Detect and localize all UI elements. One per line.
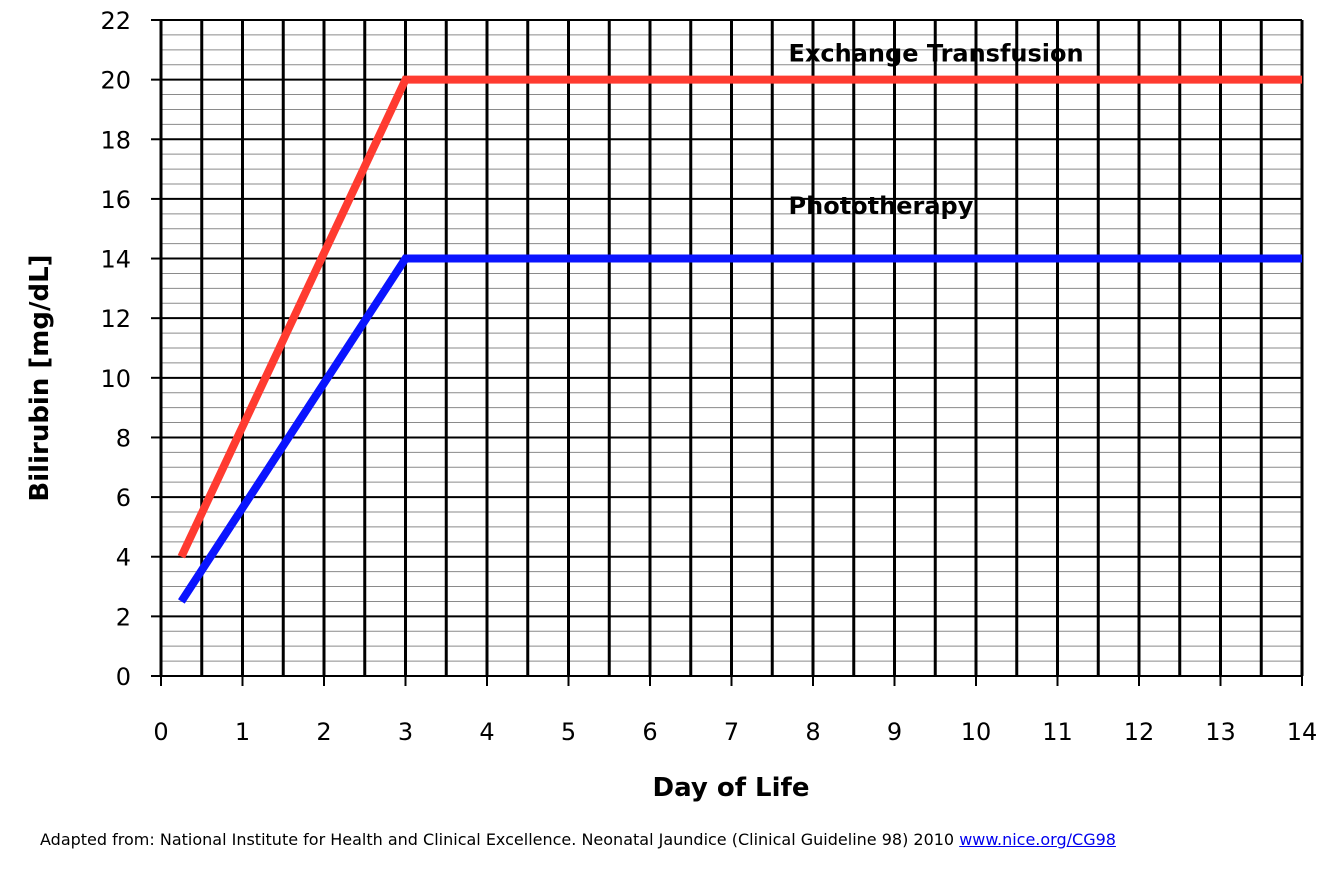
series-label-phototherapy: Phototherapy (789, 192, 974, 220)
y-tick-label: 14 (100, 246, 131, 274)
series-line-exchange-transfusion (177, 75, 1302, 559)
source-text: Adapted from: National Institute for Hea… (40, 830, 960, 849)
y-tick-label: 2 (116, 603, 131, 631)
series-line-phototherapy (178, 254, 1302, 604)
source-citation: Adapted from: National Institute for Hea… (40, 830, 1116, 849)
x-tick-label: 9 (887, 718, 902, 746)
x-tick-label: 0 (153, 718, 168, 746)
x-tick-label: 3 (398, 718, 413, 746)
y-tick-label: 16 (100, 186, 131, 214)
y-tick-label: 12 (100, 305, 131, 333)
axes (151, 19, 1303, 686)
x-tick-label: 2 (316, 718, 331, 746)
series-lines: Exchange Transfusion Phototherapy (177, 40, 1302, 604)
x-tick-label: 12 (1124, 718, 1155, 746)
x-tick-label: 7 (724, 718, 739, 746)
x-axis-title: Day of Life (653, 773, 810, 803)
y-tick-label: 10 (100, 365, 131, 393)
series-label-exchange-transfusion: Exchange Transfusion (789, 40, 1084, 68)
y-tick-label: 20 (100, 67, 131, 95)
y-axis-title: Bilirubin [mg/dL] (25, 254, 55, 501)
source-link[interactable]: www.nice.org/CG98 (959, 830, 1116, 849)
x-tick-label: 1 (235, 718, 250, 746)
y-tick-label: 6 (116, 484, 131, 512)
y-tick-label: 8 (116, 424, 131, 452)
x-tick-label: 11 (1042, 718, 1073, 746)
x-tick-label: 4 (479, 718, 494, 746)
y-tick-label: 18 (100, 126, 131, 154)
x-tick-label: 5 (561, 718, 576, 746)
y-tick-label: 0 (116, 663, 131, 691)
x-tick-label: 14 (1287, 718, 1318, 746)
y-tick-label: 22 (100, 7, 131, 35)
grid (159, 19, 1304, 677)
x-tick-label: 8 (805, 718, 820, 746)
x-tick-label: 13 (1205, 718, 1236, 746)
x-tick-label: 10 (961, 718, 992, 746)
x-tick-label: 6 (642, 718, 657, 746)
y-tick-label: 4 (116, 544, 131, 572)
